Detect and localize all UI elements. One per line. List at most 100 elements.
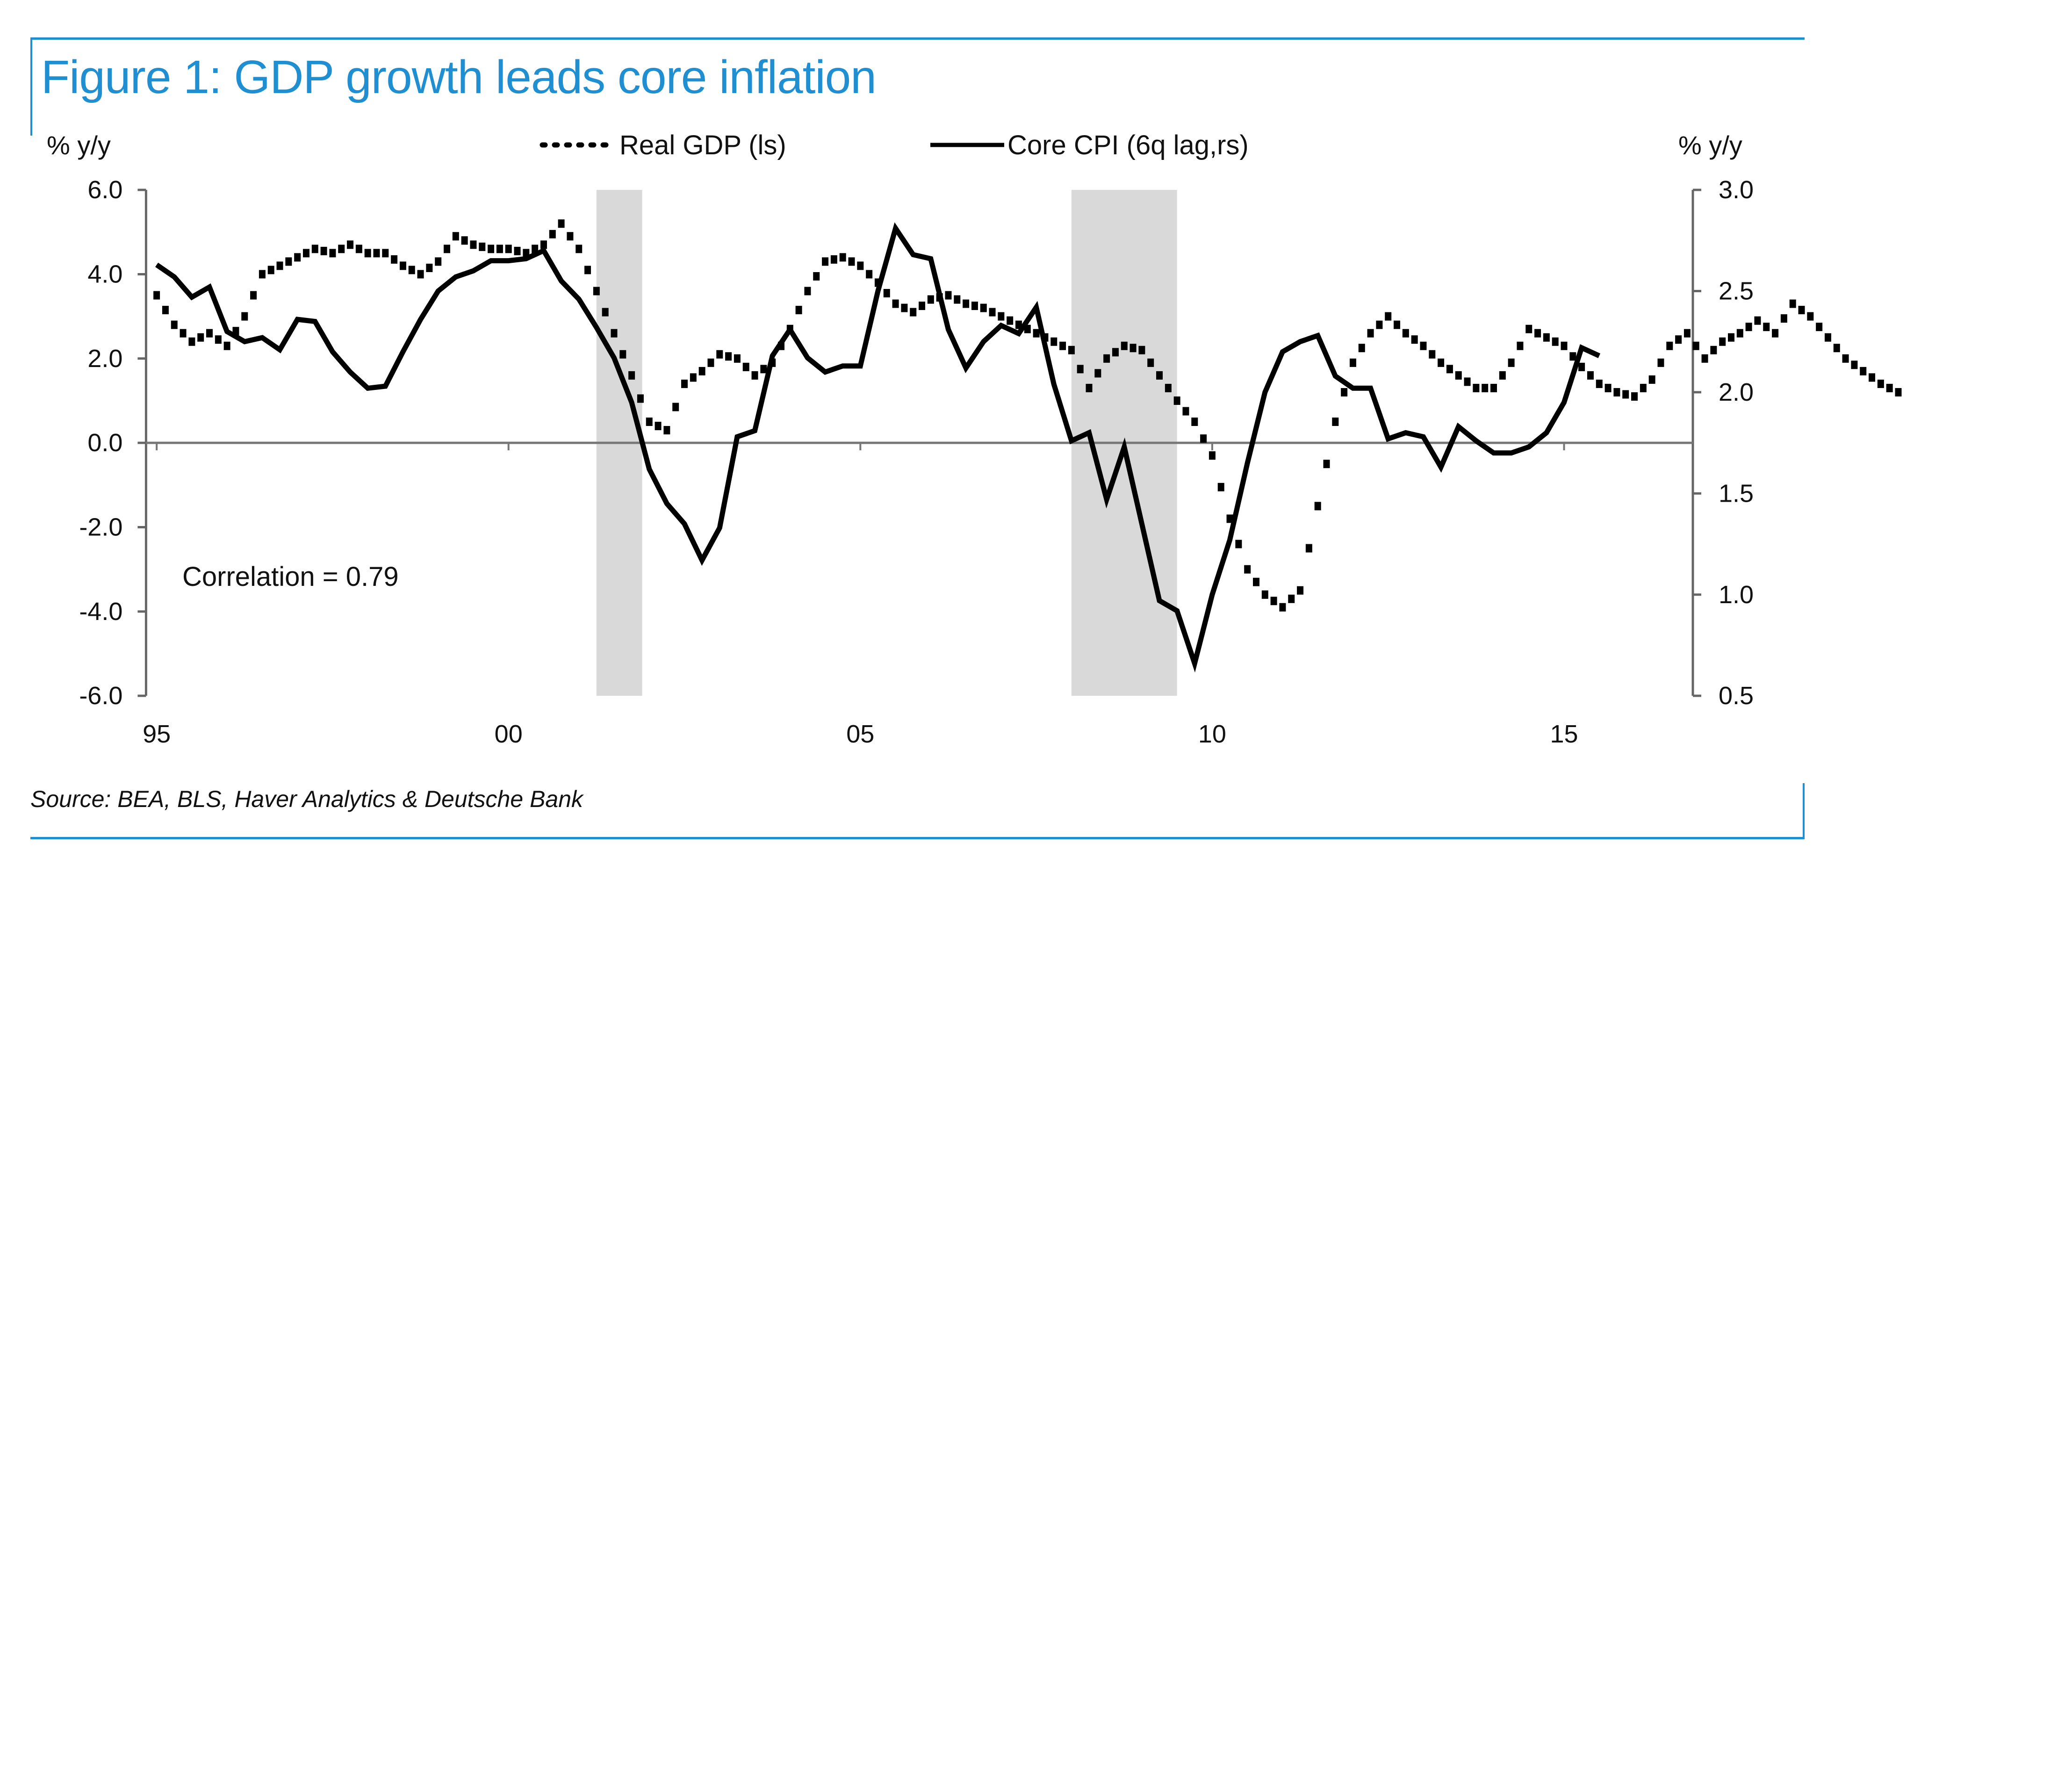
gdp-point xyxy=(1763,323,1770,332)
x-axis-tick-label: 00 xyxy=(495,720,523,748)
gdp-point xyxy=(1745,323,1752,332)
gdp-point xyxy=(646,418,653,426)
gdp-point xyxy=(725,352,732,361)
gdp-point xyxy=(1719,337,1726,346)
gdp-point xyxy=(1824,333,1831,342)
right-axis-tick-label: 2.5 xyxy=(1719,277,1754,305)
gdp-point xyxy=(1068,346,1075,354)
gdp-point xyxy=(1217,483,1224,491)
right-axis-tick-label: 1.0 xyxy=(1719,581,1754,609)
gdp-point xyxy=(1446,365,1453,374)
series-layer xyxy=(153,219,1902,673)
gdp-point xyxy=(1173,396,1180,405)
gdp-point xyxy=(408,266,415,274)
gdp-point xyxy=(707,358,714,367)
gdp-point xyxy=(1833,344,1840,353)
gdp-point xyxy=(822,257,829,266)
gdp-point xyxy=(901,303,908,312)
gdp-point xyxy=(505,245,512,253)
gdp-point xyxy=(338,245,345,253)
gdp-point xyxy=(1385,312,1392,321)
frame-right-border xyxy=(1803,783,1805,839)
gdp-point xyxy=(1543,333,1550,342)
gdp-point xyxy=(1297,586,1304,595)
gdp-point xyxy=(1270,597,1277,605)
gdp-point xyxy=(1877,379,1884,388)
gdp-point xyxy=(180,329,187,338)
gdp-point xyxy=(1798,306,1805,315)
right-axis-title: % y/y xyxy=(1678,130,1742,160)
gdp-point xyxy=(1147,358,1154,367)
series-core-cpi-line xyxy=(155,222,1601,673)
gdp-point xyxy=(1490,383,1497,392)
gdp-point xyxy=(188,337,195,346)
left-axis-tick-label: -2.0 xyxy=(79,513,122,541)
gdp-point xyxy=(1420,341,1427,350)
gdp-point xyxy=(1736,329,1743,338)
gdp-point xyxy=(373,249,380,258)
gdp-point xyxy=(584,266,591,274)
gdp-point xyxy=(1869,373,1876,382)
gdp-point xyxy=(1094,369,1101,378)
gdp-point xyxy=(602,308,609,317)
gdp-point xyxy=(1165,383,1172,392)
gdp-point xyxy=(1710,346,1717,354)
gdp-point xyxy=(1367,329,1374,338)
gdp-point xyxy=(347,240,354,249)
right-axis-tick-label: 3.0 xyxy=(1719,176,1754,204)
gdp-point xyxy=(540,240,547,249)
gdp-point xyxy=(1648,375,1655,384)
gdp-point xyxy=(1288,594,1295,603)
gdp-point xyxy=(716,350,723,359)
gdp-point xyxy=(1200,434,1207,443)
gdp-point xyxy=(866,270,873,279)
gdp-point xyxy=(963,299,970,308)
gdp-point xyxy=(1684,329,1691,338)
gdp-point xyxy=(989,308,996,317)
gdp-point xyxy=(1842,354,1849,363)
gdp-point xyxy=(945,291,952,300)
gdp-point xyxy=(1604,383,1612,392)
gdp-point xyxy=(294,253,301,262)
gdp-point xyxy=(241,312,248,321)
gdp-point xyxy=(1640,383,1647,392)
gdp-point xyxy=(1235,540,1242,548)
gdp-point xyxy=(919,302,926,310)
gdp-point xyxy=(1209,451,1216,460)
gdp-point xyxy=(637,394,644,403)
legend-item-gdp: Real GDP (ls) xyxy=(540,130,786,160)
gdp-point xyxy=(435,257,442,266)
gdp-point xyxy=(1482,383,1489,392)
x-axis-tick-label: 95 xyxy=(143,720,171,748)
gdp-point xyxy=(839,253,846,262)
gdp-point xyxy=(496,245,503,253)
gdp-point xyxy=(980,303,987,312)
gdp-point xyxy=(1191,418,1198,426)
gdp-point xyxy=(593,287,600,296)
frame-bottom-border xyxy=(30,837,1805,839)
left-axis-tick-label: -6.0 xyxy=(79,682,122,710)
gdp-point xyxy=(742,362,749,371)
gdp-point xyxy=(461,236,468,245)
x-axis-tick-label: 15 xyxy=(1550,720,1578,748)
gdp-point xyxy=(417,270,424,279)
gdp-point xyxy=(355,245,362,253)
figure-title: Figure 1: GDP growth leads core inflatio… xyxy=(41,51,877,103)
gdp-point xyxy=(153,291,160,300)
left-axis-tick-label: 4.0 xyxy=(87,260,122,288)
gdp-point xyxy=(1050,337,1058,346)
gdp-point xyxy=(250,291,257,300)
gdp-point xyxy=(1261,590,1268,599)
gdp-point xyxy=(444,245,451,253)
gdp-point xyxy=(655,422,662,431)
gdp-point xyxy=(162,306,169,315)
gdp-point xyxy=(751,371,758,380)
gdp-point xyxy=(1596,379,1603,388)
gdp-point xyxy=(1886,383,1893,392)
gdp-point xyxy=(619,350,626,359)
gdp-point xyxy=(452,232,459,241)
gdp-point xyxy=(690,373,697,382)
gdp-point xyxy=(364,249,371,258)
axes: 6.0 4.0 2.0 0.0 -2.0 -4.0 -6.0 3.0 2.5 2.0 1.5 1.0 0… xyxy=(79,176,1754,748)
gdp-point xyxy=(1675,335,1682,344)
